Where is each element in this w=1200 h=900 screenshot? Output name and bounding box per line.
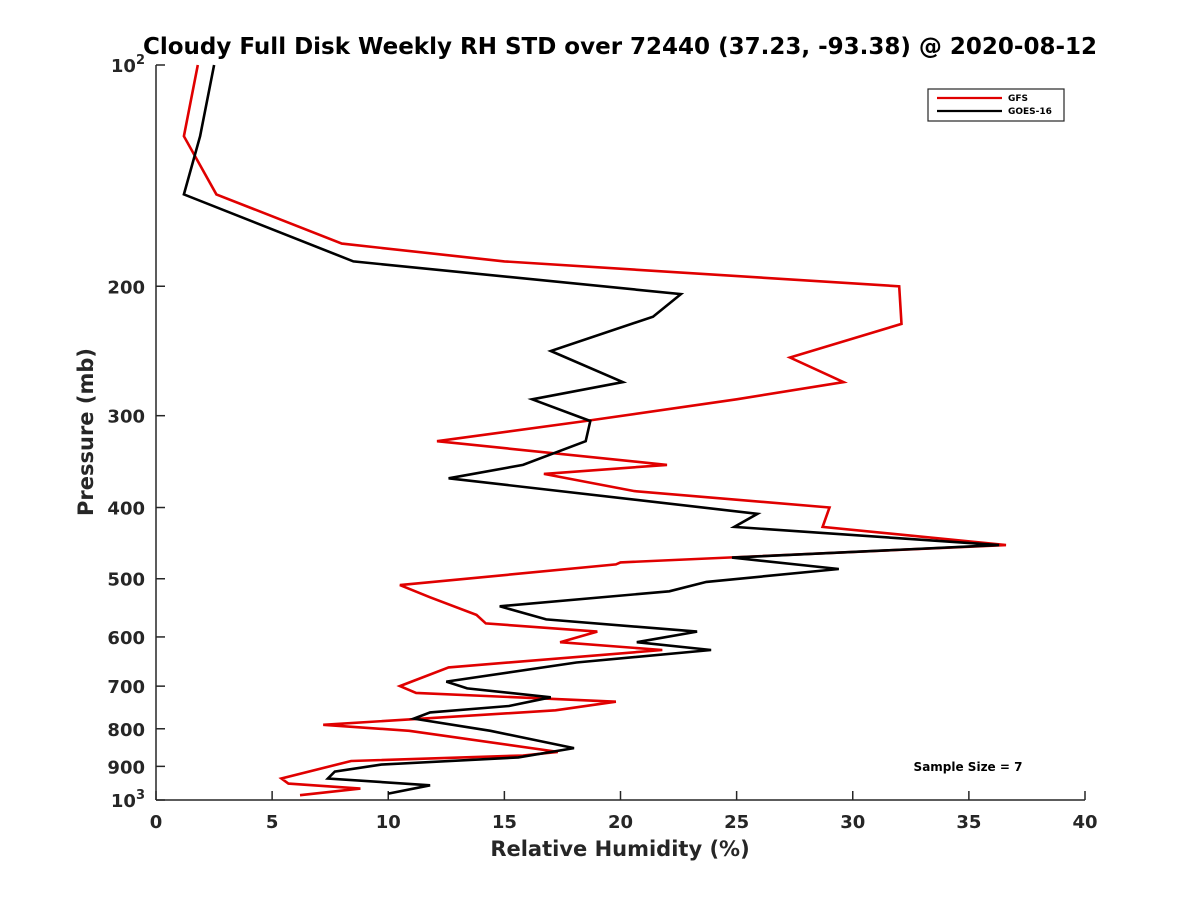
plot-axes	[155, 64, 1086, 801]
x-tick-label: 35	[956, 812, 981, 833]
x-tick-label: 10	[376, 812, 401, 833]
x-tick-label: 20	[608, 812, 633, 833]
y-tick-label: 400	[107, 499, 145, 520]
y-tick-label: 200	[107, 277, 145, 298]
legend: GFS GOES-16	[927, 88, 1065, 122]
y-tick-label: 500	[107, 570, 145, 591]
tick-labels: 0 5 10 15 20 25 30 35 40 102 200 300 400 500 600 700 800…	[107, 53, 1097, 833]
series-line-gfs	[182, 64, 1007, 797]
x-tick-label: 0	[150, 812, 163, 833]
x-tick-label: 25	[724, 812, 749, 833]
sample-size-annotation: Sample Size = 7	[914, 760, 1023, 774]
y-tick-label: 600	[107, 628, 145, 649]
legend-label: GOES-16	[1008, 107, 1052, 117]
y-tick-label: 102	[111, 53, 145, 77]
y-axis-label: Pressure (mb)	[74, 348, 98, 516]
y-tick-label: 800	[107, 720, 145, 741]
x-axis-label: Relative Humidity (%)	[490, 837, 749, 861]
y-tick-label: 300	[107, 407, 145, 428]
legend-label: GFS	[1008, 94, 1028, 104]
x-tick-label: 40	[1072, 812, 1097, 833]
y-tick-label: 700	[107, 677, 145, 698]
x-tick-label: 5	[266, 812, 279, 833]
x-tick-label: 30	[840, 812, 865, 833]
legend-box	[927, 88, 1065, 122]
y-tick-label: 103	[111, 788, 145, 812]
y-tick-label: 900	[107, 757, 145, 778]
series-line-goes-16	[182, 64, 1000, 795]
x-tick-label: 15	[492, 812, 517, 833]
series-layer	[182, 64, 1007, 797]
chart-title: Cloudy Full Disk Weekly RH STD over 7244…	[143, 34, 1097, 60]
